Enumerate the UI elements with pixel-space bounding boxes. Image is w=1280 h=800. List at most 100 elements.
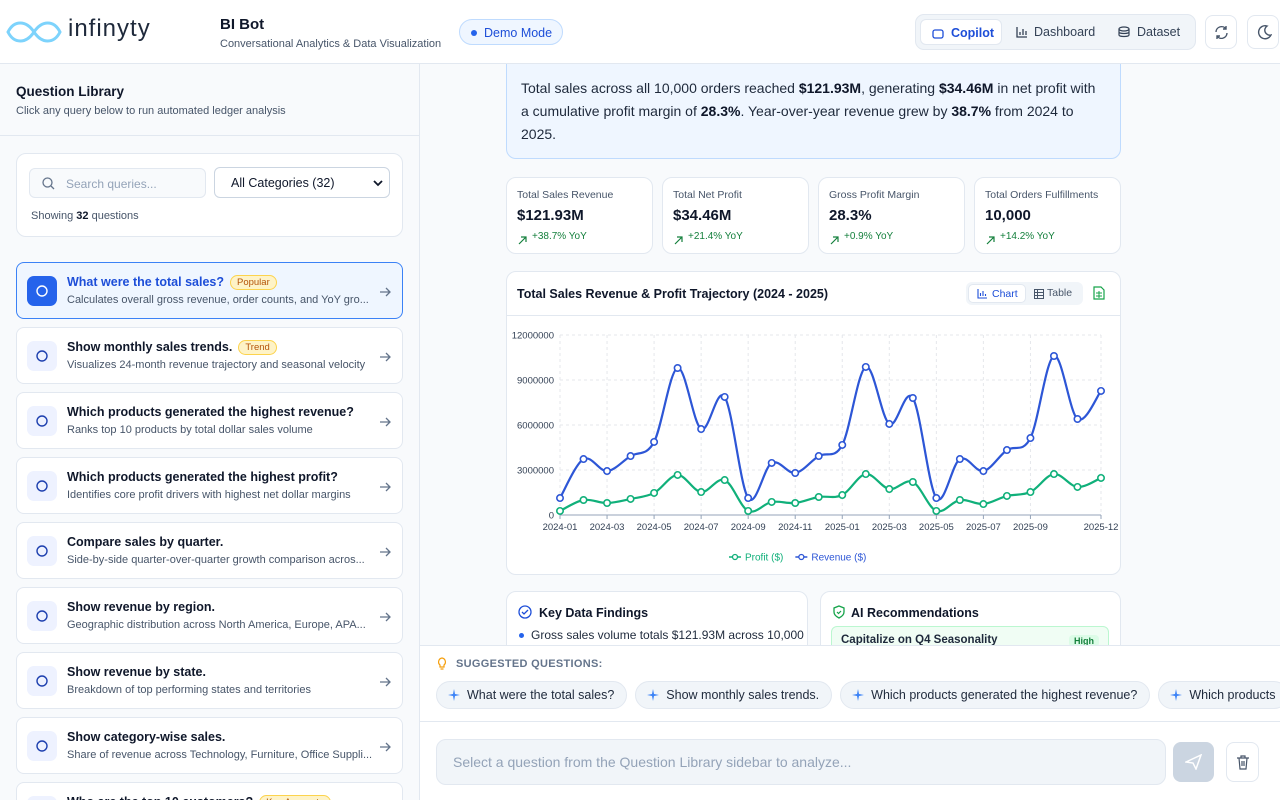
- question-icon: [27, 406, 57, 436]
- question-description: Ranks top 10 products by total dollar sa…: [67, 424, 313, 436]
- point: [1073, 415, 1082, 424]
- y-tick-label: 9000000: [517, 376, 554, 387]
- question-item[interactable]: Show monthly sales trends. Trend Visualize…: [16, 327, 403, 384]
- mode-text: Demo Mode: [484, 26, 553, 40]
- question-icon: [27, 796, 57, 800]
- question-description: Share of revenue across Technology, Furn…: [67, 749, 373, 761]
- nav-dashboard[interactable]: Dashboard: [1034, 25, 1096, 39]
- refresh-button[interactable]: [1205, 15, 1237, 49]
- suggestion-chip[interactable]: What were the total sales?: [436, 681, 628, 709]
- point: [555, 506, 564, 515]
- question-title: What were the total sales? Popular: [67, 275, 277, 290]
- question-title: Show monthly sales trends. Trend: [67, 340, 277, 355]
- point: [979, 467, 988, 476]
- suggestion-chip[interactable]: Show monthly sales trends.: [635, 681, 833, 709]
- question-item[interactable]: Show category-wise sales. Share of revenu…: [16, 717, 403, 774]
- suggestion-chips: What were the total sales? Show monthly s…: [436, 681, 1280, 711]
- question-item[interactable]: Compare sales by quarter. Side-by-side qu…: [16, 522, 403, 579]
- point: [720, 392, 729, 401]
- send-button[interactable]: [1173, 742, 1214, 782]
- question-text: Which products generated the highest rev…: [67, 405, 354, 419]
- point: [1073, 482, 1082, 491]
- kpi-value: 28.3%: [829, 207, 872, 224]
- question-item[interactable]: Show revenue by state. Breakdown of top p…: [16, 652, 403, 709]
- theme-button[interactable]: [1247, 15, 1279, 49]
- summary-segment: . Year-over-year revenue grew by: [740, 103, 952, 119]
- question-tag: Trend: [238, 340, 277, 355]
- question-item[interactable]: Who are the top 10 customers? Key Account…: [16, 782, 403, 800]
- suggestions-label: SUGGESTED QUESTIONS:: [456, 658, 603, 670]
- kpi-arrow: [674, 232, 683, 250]
- point: [579, 496, 588, 505]
- x-tick-label: 2024-07: [684, 522, 719, 533]
- search-input[interactable]: Search queries...: [29, 168, 206, 198]
- point: [673, 363, 682, 372]
- finding-item: Gross sales volume totals $121.93M acros…: [531, 628, 804, 642]
- point: [1049, 351, 1058, 360]
- question-description: Visualizes 24-month revenue trajectory a…: [67, 359, 366, 371]
- point: [838, 491, 847, 500]
- toggle-chart[interactable]: Chart: [968, 284, 1026, 303]
- kpi-card: Gross Profit Margin 28.3% +0.9% YoY: [818, 177, 965, 254]
- search-placeholder: Search queries...: [66, 177, 157, 191]
- point: [673, 470, 682, 479]
- point: [1096, 386, 1105, 395]
- showing-prefix: Showing: [31, 210, 74, 222]
- point: [1002, 491, 1011, 500]
- kpi-card: Total Net Profit $34.46M +21.4% YoY: [662, 177, 809, 254]
- question-text: Show revenue by region.: [67, 600, 215, 614]
- question-icon: [27, 666, 57, 696]
- question-icon: [27, 601, 57, 631]
- y-tick-label: 3000000: [517, 466, 554, 477]
- x-tick-label: 2025-09: [1013, 522, 1048, 533]
- nav-copilot[interactable]: Copilot: [920, 19, 1002, 45]
- clear-button[interactable]: [1226, 742, 1259, 782]
- toggle-table[interactable]: Table: [1047, 287, 1073, 299]
- question-description: Identifies core profit drivers with high…: [67, 489, 351, 501]
- legend-label: Revenue ($): [811, 553, 866, 564]
- arrow: [379, 350, 391, 368]
- x-tick-label: 2024-05: [637, 522, 672, 533]
- question-item[interactable]: Which products generated the highest pro…: [16, 457, 403, 514]
- suggestion-chip[interactable]: Which products generated the highest rev…: [840, 681, 1151, 709]
- view-toggle: Chart Table: [966, 282, 1083, 305]
- point: [626, 494, 635, 503]
- point: [885, 485, 894, 494]
- point: [791, 469, 800, 478]
- point: [955, 455, 964, 464]
- chart-card: Total Sales Revenue & Profit Trajectory …: [506, 271, 1121, 575]
- point: [555, 494, 564, 503]
- point: [767, 497, 776, 506]
- point: [861, 470, 870, 479]
- question-input[interactable]: Select a question from the Question Libr…: [436, 739, 1166, 785]
- point: [1096, 473, 1105, 482]
- arrow: [379, 740, 391, 758]
- point: [744, 506, 753, 515]
- summary-text: Total sales across all 10,000 orders rea…: [521, 77, 1106, 146]
- question-title: Show revenue by region.: [67, 600, 215, 614]
- question-item[interactable]: What were the total sales? Popular Calcula…: [16, 262, 403, 319]
- kpi-arrow: [986, 232, 995, 250]
- point: [1002, 446, 1011, 455]
- recommendations-card: AI Recommendations Capitalize on Q4 Seas…: [820, 591, 1121, 645]
- export-icon[interactable]: [1093, 286, 1105, 300]
- point: [838, 440, 847, 449]
- y-tick-label: 6000000: [517, 421, 554, 432]
- nav-group: Copilot Dashboard Dataset: [915, 14, 1196, 50]
- x-tick-label: 2024-11: [778, 522, 812, 533]
- question-tag: Key Accounts: [259, 795, 331, 800]
- nav-dataset[interactable]: Dataset: [1137, 25, 1181, 39]
- arrow: [379, 415, 391, 433]
- x-tick-label: 2025-07: [966, 522, 1001, 533]
- kpi-value: 10,000: [985, 207, 1031, 224]
- question-text: Compare sales by quarter.: [67, 535, 224, 549]
- question-item[interactable]: Which products generated the highest rev…: [16, 392, 403, 449]
- summary-segment: $34.46M: [938, 80, 994, 96]
- suggestion-chip[interactable]: Which products: [1158, 681, 1280, 709]
- question-item[interactable]: Show revenue by region. Geographic distri…: [16, 587, 403, 644]
- summary-segment: 38.7%: [951, 103, 992, 119]
- x-tick-label: 2025-01: [825, 522, 860, 533]
- kpi-label: Total Net Profit: [673, 189, 742, 201]
- sidebar-title: Question Library: [16, 84, 125, 99]
- category-select[interactable]: All Categories (32): [214, 167, 390, 198]
